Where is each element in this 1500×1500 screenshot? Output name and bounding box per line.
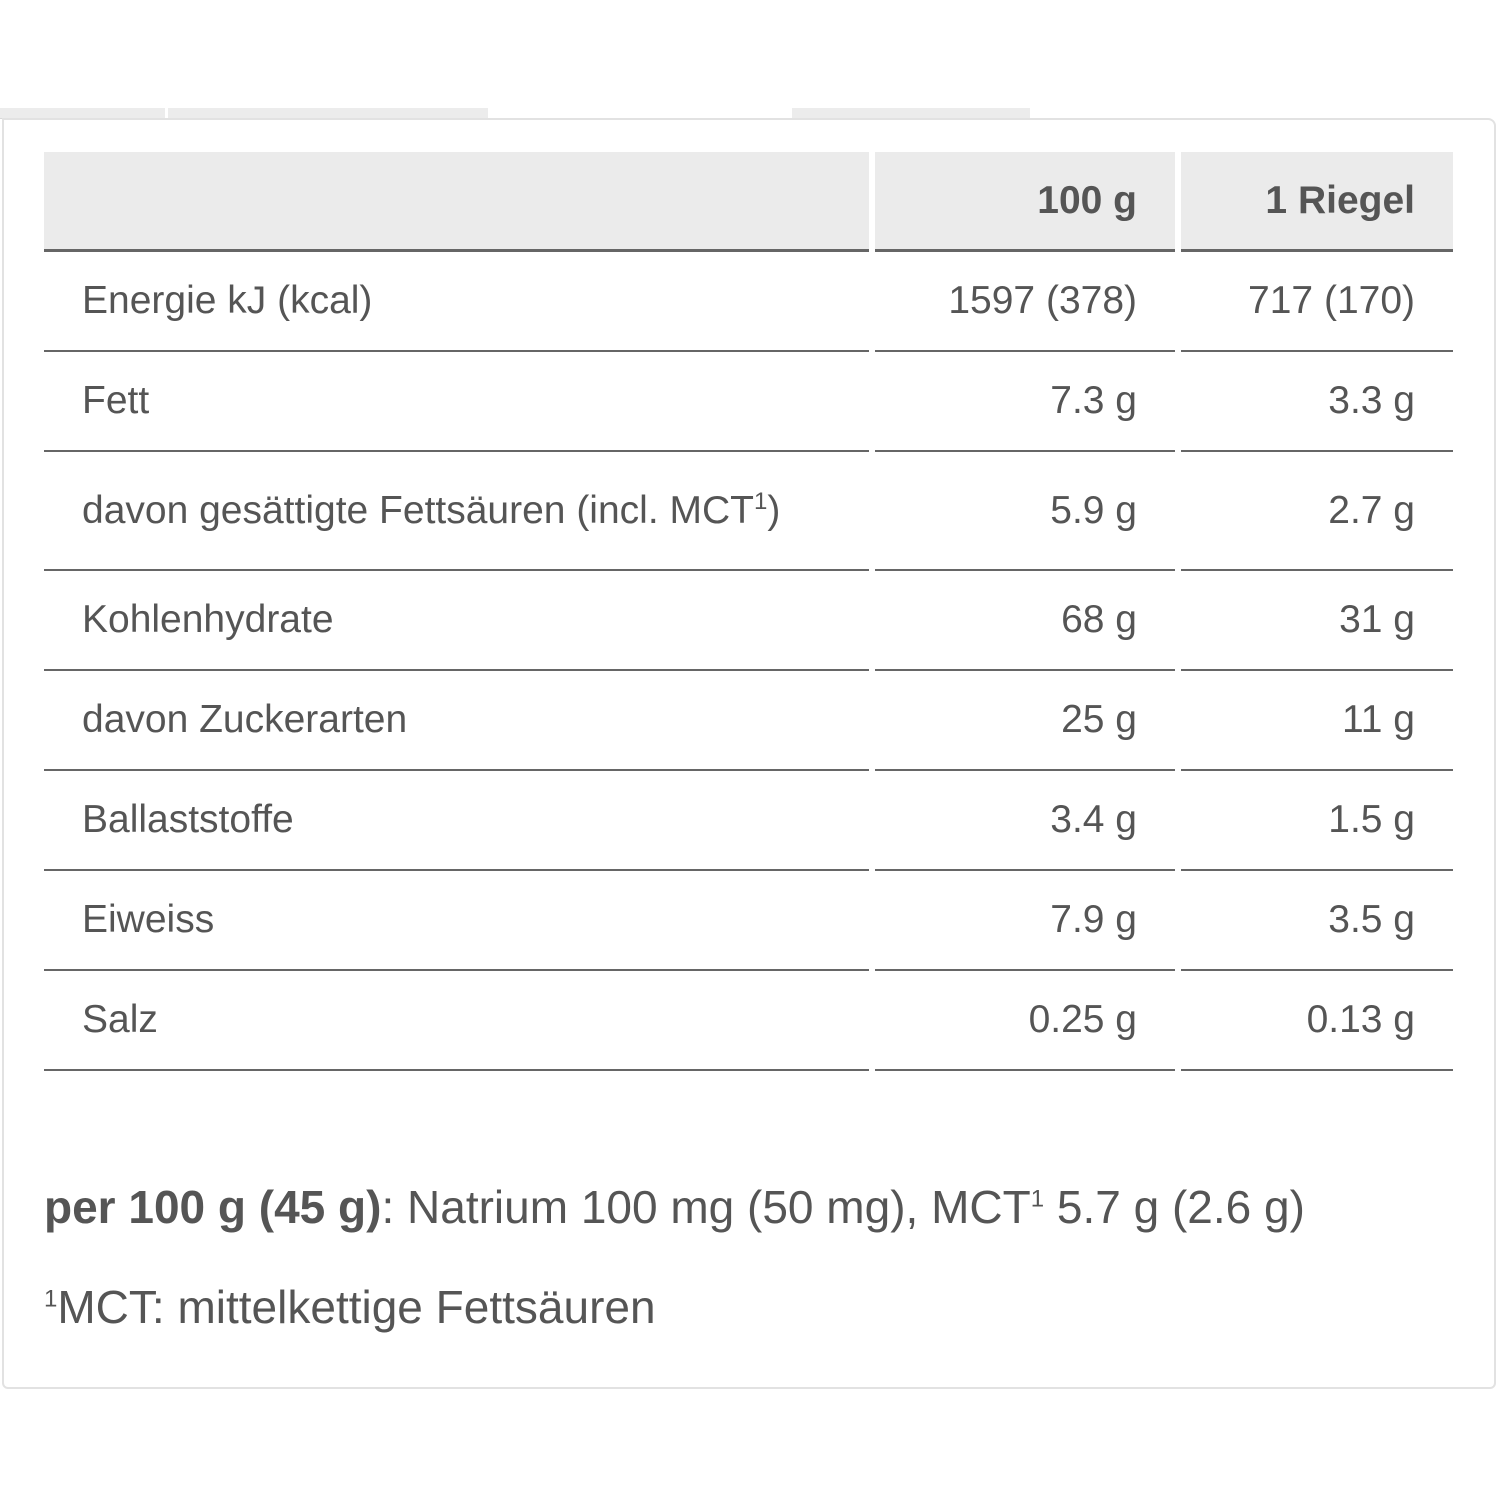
value-per-bar: 3.3 g — [1181, 352, 1453, 452]
row-label-sup: 1 — [753, 488, 768, 515]
value-100g: 25 g — [875, 671, 1175, 771]
row-label: Fett — [82, 379, 150, 422]
row-label: Kohlenhydrate — [82, 598, 334, 641]
header-100g: 100 g — [875, 152, 1175, 252]
table-row: Fett 7.3 g 3.3 g — [44, 352, 1453, 452]
value-100g: 1597 (378) — [875, 252, 1175, 352]
header-riegel: 1 Riegel — [1181, 152, 1453, 252]
table-row: davon gesättigte Fettsäuren (incl. MCT1)… — [44, 452, 1453, 571]
table-row: Kohlenhydrate 68 g 31 g — [44, 571, 1453, 671]
value-100g: 0.25 g — [875, 971, 1175, 1071]
value-per-bar: 0.13 g — [1181, 971, 1453, 1071]
row-label: Ballaststoffe — [82, 798, 294, 841]
nutrient-name: Fett — [44, 352, 869, 452]
value-per-bar: 11 g — [1181, 671, 1453, 771]
table-row: davon Zuckerarten 25 g 11 g — [44, 671, 1453, 771]
nutrient-name: Kohlenhydrate — [44, 571, 869, 671]
value-100g: 7.9 g — [875, 871, 1175, 971]
table-header: 100 g 1 Riegel — [44, 152, 1453, 252]
value-100g: 5.9 g — [875, 452, 1175, 571]
footnote: 1MCT: mittelkettige Fettsäuren — [44, 1280, 656, 1334]
value-100g: 68 g — [875, 571, 1175, 671]
value-per-bar: 717 (170) — [1181, 252, 1453, 352]
footer-sup: 1 — [1030, 1185, 1045, 1213]
value-per-bar: 31 g — [1181, 571, 1453, 671]
value-per-bar: 2.7 g — [1181, 452, 1453, 571]
nutrition-panel: 100 g 1 Riegel Energie kJ (kcal) 1597 (3… — [2, 118, 1496, 1389]
value-100g: 3.4 g — [875, 771, 1175, 871]
nutrient-name: Eiweiss — [44, 871, 869, 971]
value-100g: 7.3 g — [875, 352, 1175, 452]
table-row: Salz 0.25 g 0.13 g — [44, 971, 1453, 1071]
table-row: Energie kJ (kcal) 1597 (378) 717 (170) — [44, 252, 1453, 352]
table-row: Eiweiss 7.9 g 3.5 g — [44, 871, 1453, 971]
nutrient-name: davon Zuckerarten — [44, 671, 869, 771]
value-per-bar: 3.5 g — [1181, 871, 1453, 971]
nutrient-name: Energie kJ (kcal) — [44, 252, 869, 352]
footnote-text: MCT: mittelkettige Fettsäuren — [57, 1281, 656, 1333]
row-label: Eiweiss — [82, 898, 215, 941]
row-label: Energie kJ (kcal) — [82, 279, 373, 322]
row-label-end: ) — [767, 489, 781, 532]
row-label: Salz — [82, 998, 158, 1041]
nutrient-name: davon gesättigte Fettsäuren (incl. MCT1) — [44, 452, 869, 571]
header-label — [44, 152, 869, 252]
table-row: Ballaststoffe 3.4 g 1.5 g — [44, 771, 1453, 871]
nutrition-table: 100 g 1 Riegel Energie kJ (kcal) 1597 (3… — [38, 152, 1459, 1071]
value-per-bar: 1.5 g — [1181, 771, 1453, 871]
footer-text-end: 5.7 g (2.6 g) — [1044, 1181, 1305, 1233]
footer-bold: per 100 g (45 g) — [44, 1181, 382, 1233]
sodium-mct-note: per 100 g (45 g): Natrium 100 mg (50 mg)… — [44, 1180, 1305, 1234]
row-label: davon gesättigte Fettsäuren (incl. MCT — [82, 489, 754, 532]
row-label: davon Zuckerarten — [82, 698, 408, 741]
footer-text: : Natrium 100 mg (50 mg), MCT — [381, 1181, 1031, 1233]
nutrient-name: Ballaststoffe — [44, 771, 869, 871]
nutrient-name: Salz — [44, 971, 869, 1071]
footnote-sup: 1 — [44, 1285, 58, 1313]
